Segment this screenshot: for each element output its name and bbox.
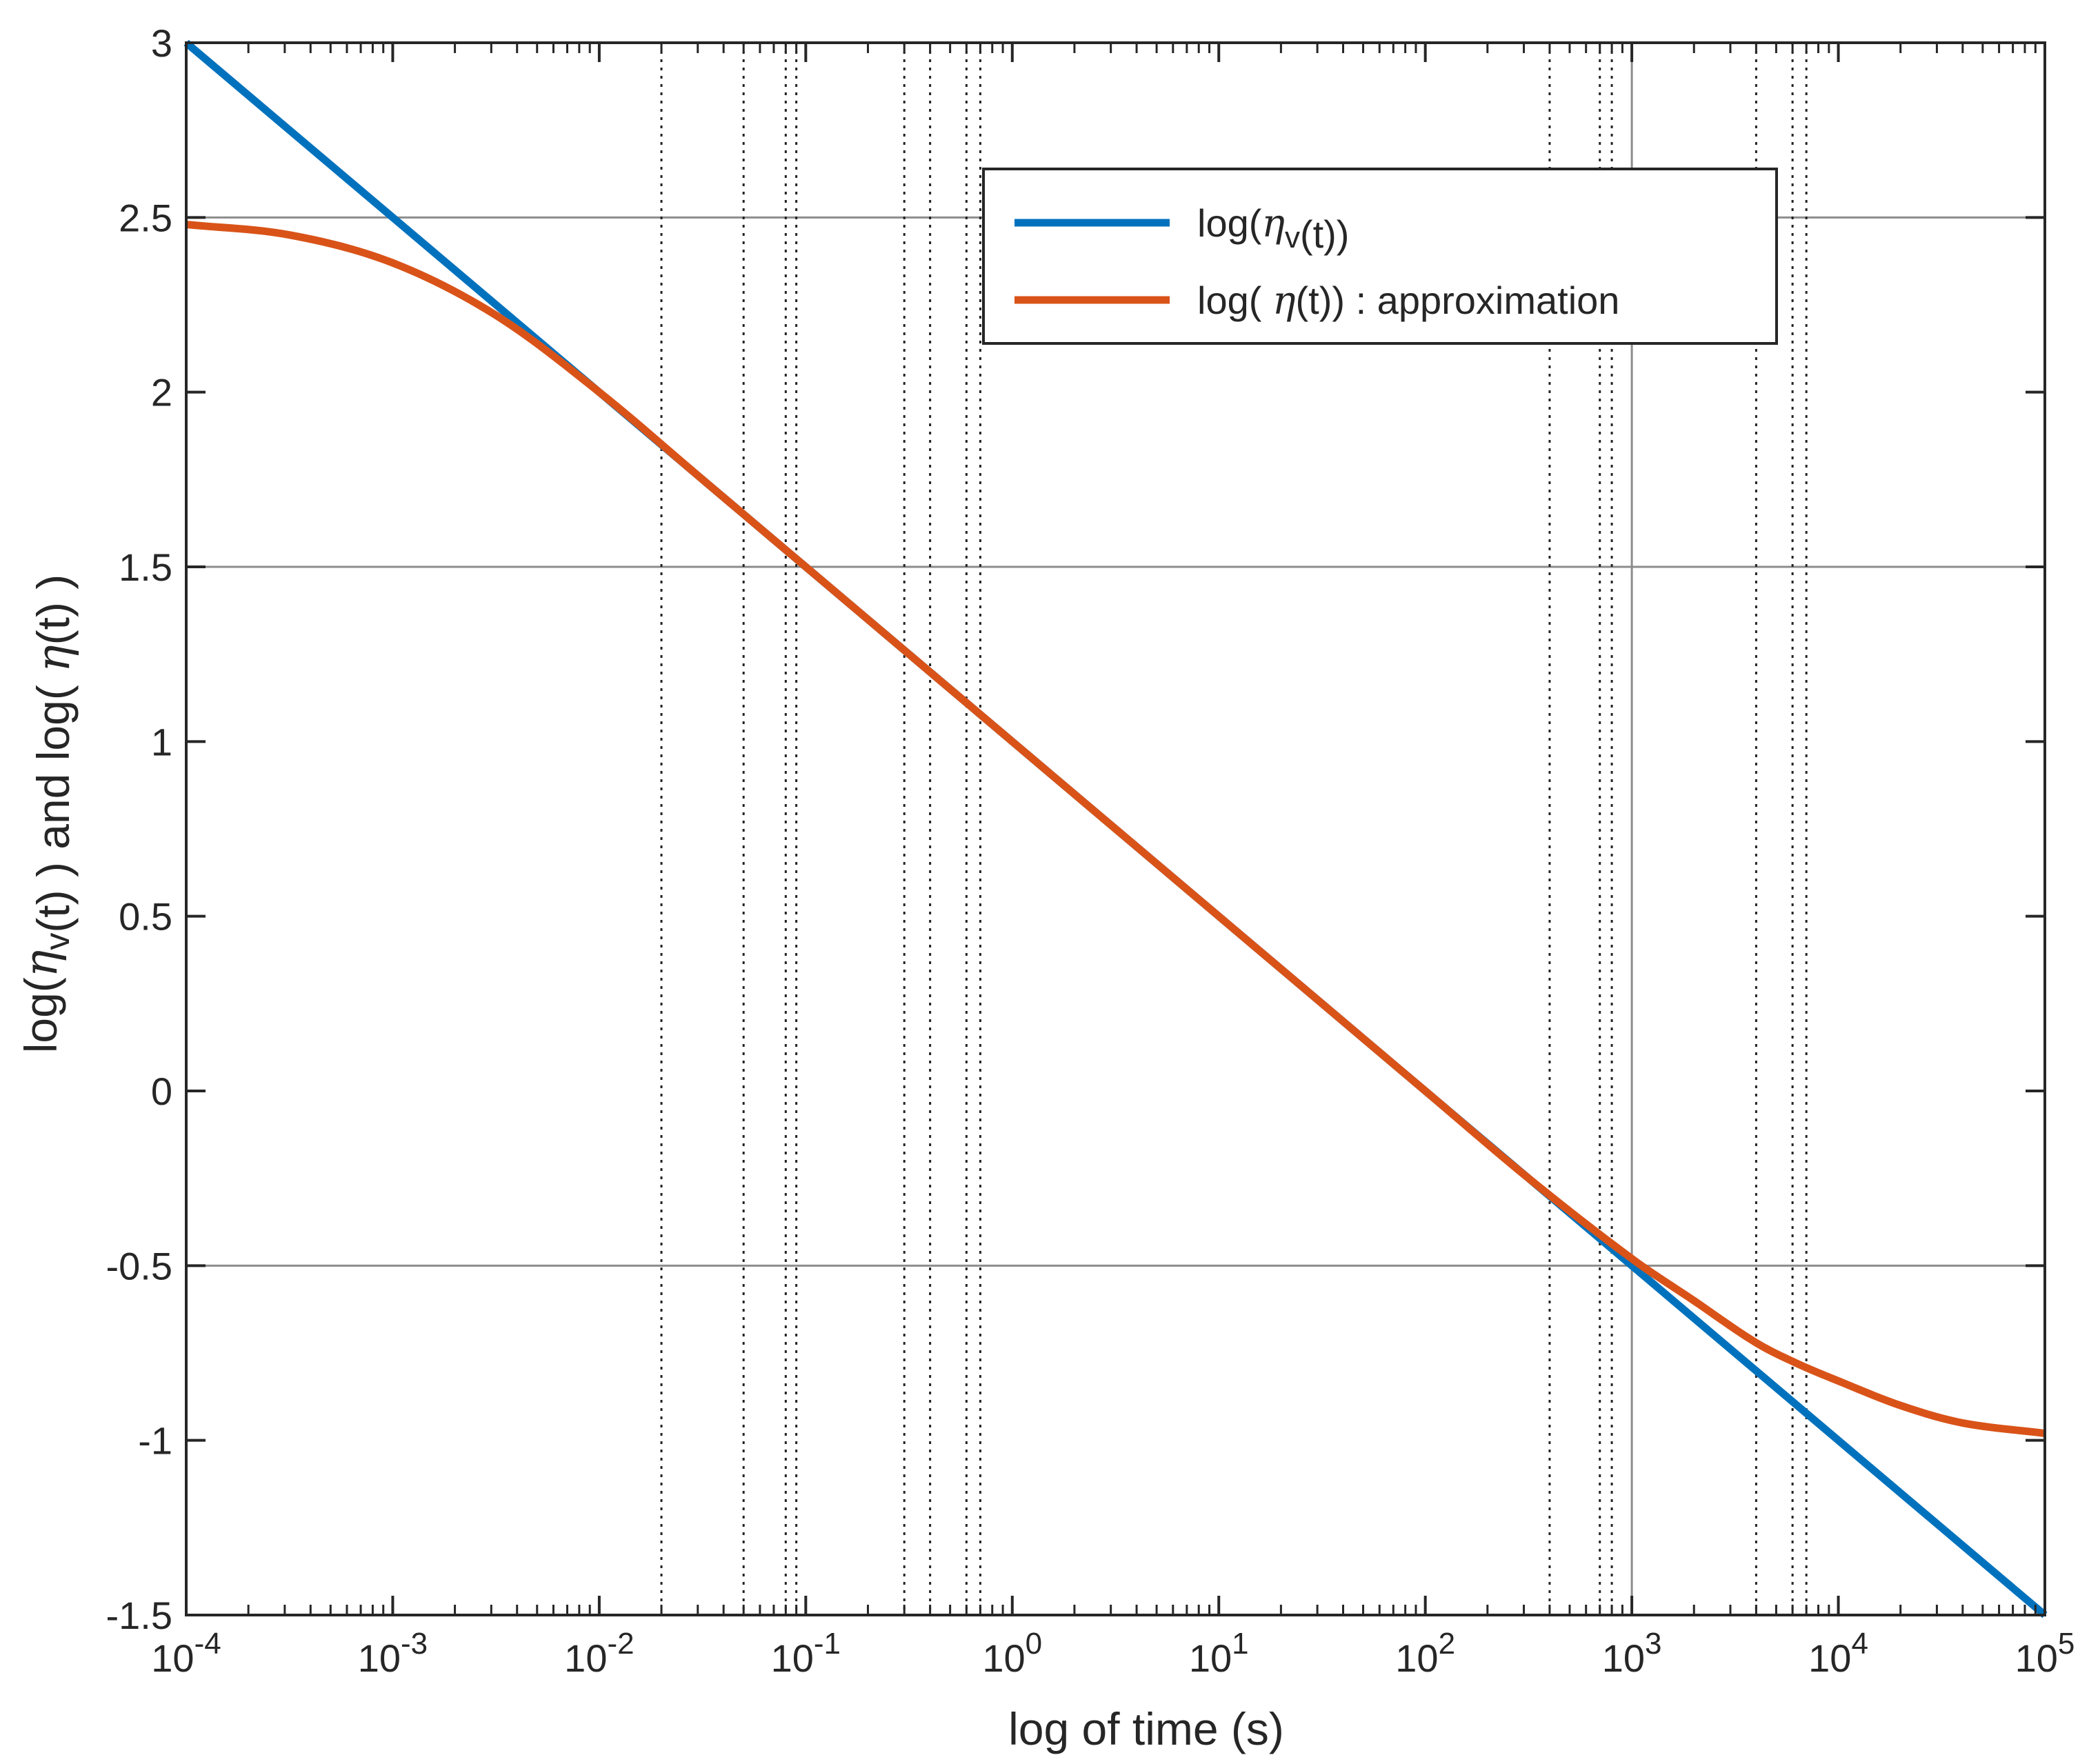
x-tick-label: 10-2	[564, 1627, 634, 1680]
y-tick-label: -1.5	[106, 1594, 173, 1637]
x-tick-label: 10-1	[771, 1627, 841, 1680]
x-tick-label: 105	[2015, 1627, 2075, 1680]
y-tick-label: 2.5	[119, 196, 172, 239]
y-tick-label: 1	[151, 720, 172, 763]
x-tick-label: 10-3	[358, 1627, 428, 1680]
x-tick-label: 101	[1189, 1627, 1249, 1680]
plot-frame	[185, 41, 2046, 1616]
y-tick-label: -1	[138, 1419, 172, 1463]
legend-label-2: log( η(t)) : approximation	[1197, 279, 1619, 323]
x-tick-label: 103	[1602, 1627, 1662, 1680]
legend: log(ηv(t)) log( η(t)) : approximation	[982, 168, 1778, 345]
x-tick-label: 10-4	[151, 1627, 221, 1680]
y-tick-label: 3	[151, 21, 172, 65]
series-line-2	[186, 220, 2046, 1437]
series-layer	[183, 39, 2048, 1618]
y-tick-label: 0	[151, 1070, 172, 1113]
x-tick-label: 102	[1395, 1627, 1455, 1680]
legend-label-1: log(ηv(t))	[1197, 201, 1349, 256]
y-tick-label: 2	[151, 371, 172, 414]
axes-layer: -1.5 -1 -0.5 0 0.5 1 1.5 2 2.5 3 10-4 10-3 10-2 10-1 1…	[106, 21, 2075, 1680]
y-tick-label: 0.5	[119, 895, 172, 939]
y-tick-label: -0.5	[106, 1244, 173, 1287]
y-axis-label: log(ηv(t) ) and log( η(t) )	[14, 574, 80, 1054]
y-tick-label: 1.5	[119, 545, 172, 589]
x-tick-label: 104	[1808, 1627, 1868, 1680]
x-tick-label: 100	[982, 1627, 1042, 1680]
legend-box	[982, 168, 1778, 345]
x-axis-label: log of time (s)	[1008, 1703, 1284, 1754]
